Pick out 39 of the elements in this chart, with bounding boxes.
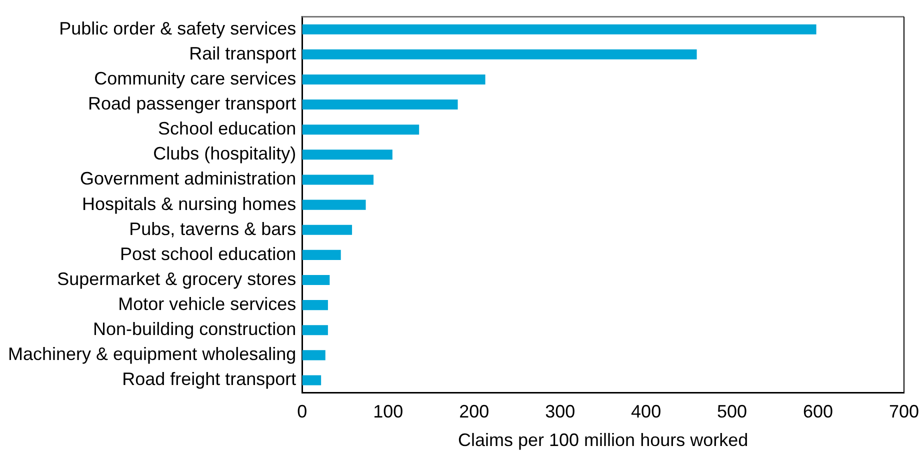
bar — [302, 350, 326, 360]
bar — [302, 24, 816, 34]
y-tick-label: Pubs, taverns & bars — [129, 218, 296, 239]
bar — [302, 300, 328, 310]
y-tick-label: Community care services — [94, 68, 296, 88]
y-tick-label: Clubs (hospitality) — [153, 144, 296, 164]
y-tick-label: Non-building construction — [93, 319, 296, 340]
x-tick-label: 200 — [459, 402, 490, 422]
y-tick-label: Public order & safety services — [59, 18, 296, 38]
x-tick-label: 400 — [631, 402, 662, 422]
bar — [302, 200, 366, 210]
bar — [302, 250, 341, 260]
x-tick-label: 500 — [717, 402, 748, 422]
y-tick-label: School education — [158, 118, 296, 139]
bar — [302, 375, 322, 386]
y-tick-label: Road passenger transport — [88, 94, 296, 114]
x-tick-label: 300 — [545, 402, 576, 422]
x-tick-label: 100 — [373, 402, 404, 422]
y-tick-label: Rail transport — [189, 43, 296, 64]
x-tick-label: 600 — [802, 402, 834, 422]
bar — [302, 74, 486, 84]
y-tick-label: Government administration — [80, 168, 296, 189]
x-tick-label: 700 — [888, 402, 920, 422]
bar — [302, 100, 458, 110]
y-tick-label: Motor vehicle services — [118, 294, 296, 314]
y-tick-label: Hospitals & nursing homes — [82, 194, 296, 214]
bar — [302, 124, 420, 135]
bar — [302, 274, 330, 286]
y-tick-label: Road freight transport — [122, 369, 296, 390]
bar — [302, 224, 352, 235]
y-tick-label: Post school education — [120, 244, 296, 264]
x-axis-title: Claims per 100 million hours worked — [458, 430, 748, 450]
y-tick-label: Machinery & equipment wholesaling — [8, 344, 296, 364]
y-tick-label: Supermarket & grocery stores — [57, 268, 296, 289]
bar — [302, 325, 328, 336]
bar — [302, 174, 374, 185]
bar — [302, 49, 697, 60]
bar — [302, 150, 392, 160]
x-tick-label: 0 — [297, 402, 308, 422]
